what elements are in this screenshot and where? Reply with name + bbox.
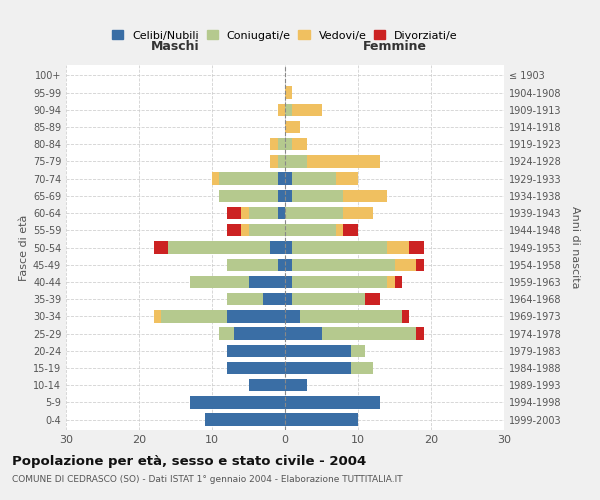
Bar [292,104,322,116]
Bar [212,172,220,185]
Bar [292,138,307,150]
Bar [227,362,285,374]
Bar [227,207,241,220]
Bar [234,328,285,340]
Bar [227,224,241,236]
Bar [285,121,299,133]
Bar [278,104,285,116]
Bar [154,242,168,254]
Text: Maschi: Maschi [151,40,200,53]
Bar [350,344,365,357]
Bar [285,328,322,340]
Bar [292,190,343,202]
Bar [285,207,343,220]
Bar [271,138,278,150]
Bar [278,138,285,150]
Bar [227,344,285,357]
Bar [409,242,424,254]
Bar [416,328,424,340]
Bar [292,293,365,306]
Bar [285,86,292,99]
Bar [343,190,387,202]
Bar [154,310,161,322]
Bar [336,172,358,185]
Bar [285,310,299,322]
Bar [285,138,292,150]
Bar [190,276,248,288]
Bar [402,310,409,322]
Bar [227,258,278,271]
Bar [336,224,343,236]
Bar [248,224,285,236]
Bar [285,155,307,168]
Bar [263,293,285,306]
Bar [416,258,424,271]
Bar [220,328,234,340]
Bar [285,379,307,392]
Bar [387,242,409,254]
Bar [292,242,387,254]
Bar [285,172,292,185]
Bar [271,155,278,168]
Text: Popolazione per età, sesso e stato civile - 2004: Popolazione per età, sesso e stato civil… [12,455,366,468]
Bar [220,190,278,202]
Bar [285,190,292,202]
Bar [285,276,292,288]
Bar [285,242,292,254]
Bar [241,224,248,236]
Bar [292,172,336,185]
Y-axis label: Fasce di età: Fasce di età [19,214,29,280]
Bar [205,414,285,426]
Bar [190,396,285,408]
Text: Femmine: Femmine [362,40,427,53]
Bar [292,258,395,271]
Bar [248,207,278,220]
Bar [285,362,350,374]
Bar [307,155,380,168]
Bar [248,276,285,288]
Bar [285,224,336,236]
Bar [168,242,271,254]
Bar [278,258,285,271]
Bar [285,293,292,306]
Bar [365,293,380,306]
Bar [278,155,285,168]
Bar [227,310,285,322]
Bar [278,190,285,202]
Text: COMUNE DI CEDRASCO (SO) - Dati ISTAT 1° gennaio 2004 - Elaborazione TUTTITALIA.I: COMUNE DI CEDRASCO (SO) - Dati ISTAT 1° … [12,475,403,484]
Bar [241,207,248,220]
Legend: Celibi/Nubili, Coniugati/e, Vedovi/e, Divorziati/e: Celibi/Nubili, Coniugati/e, Vedovi/e, Di… [109,27,461,44]
Bar [292,276,387,288]
Bar [387,276,395,288]
Bar [227,293,263,306]
Bar [350,362,373,374]
Bar [285,104,292,116]
Bar [278,207,285,220]
Bar [395,258,416,271]
Bar [343,224,358,236]
Bar [395,276,402,288]
Bar [285,344,350,357]
Bar [248,379,285,392]
Bar [285,414,358,426]
Bar [299,310,402,322]
Bar [285,258,292,271]
Bar [285,396,380,408]
Bar [322,328,416,340]
Bar [343,207,373,220]
Bar [278,172,285,185]
Bar [161,310,227,322]
Bar [220,172,278,185]
Bar [271,242,285,254]
Y-axis label: Anni di nascita: Anni di nascita [570,206,580,289]
